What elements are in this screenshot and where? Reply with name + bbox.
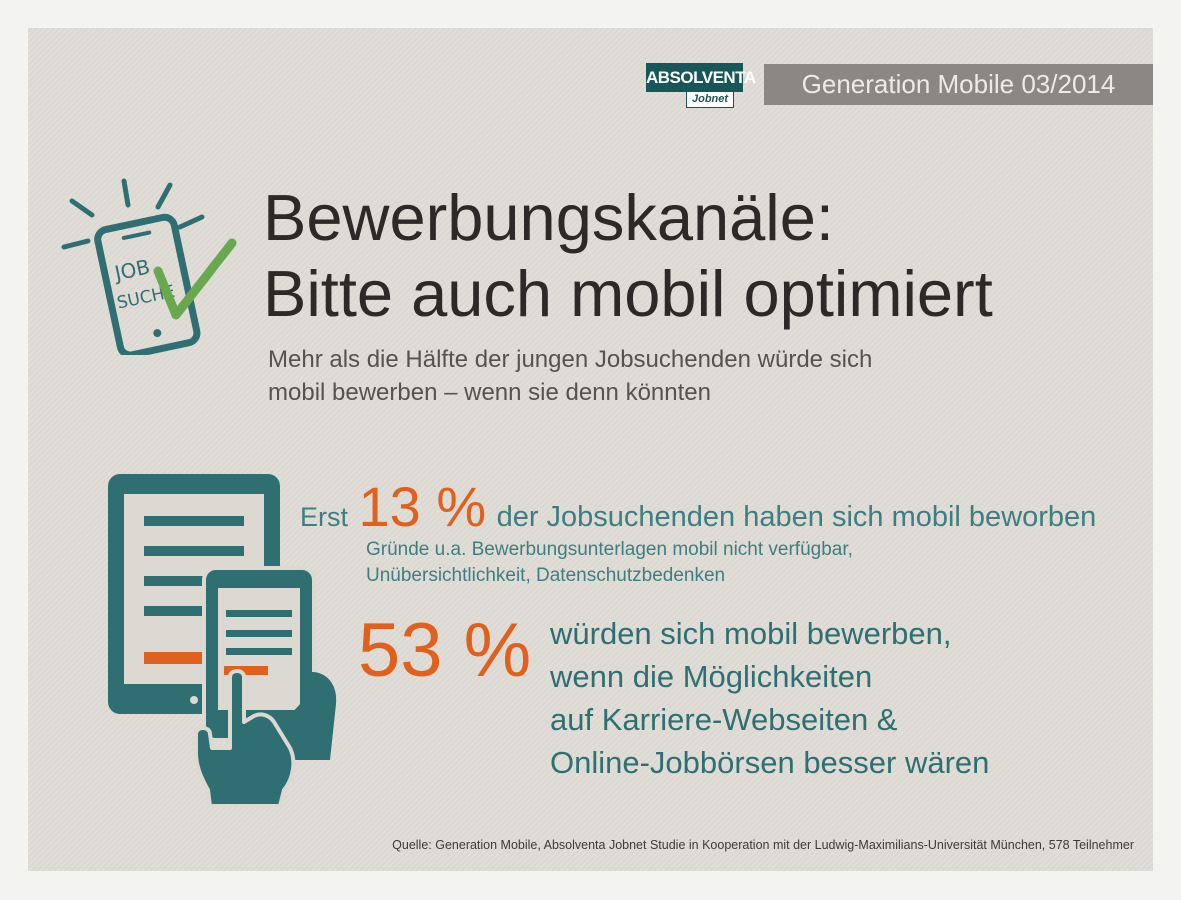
source-note: Quelle: Generation Mobile, Absolventa Jo… bbox=[392, 838, 1134, 852]
edition-badge: Generation Mobile 03/2014 bbox=[764, 64, 1153, 105]
job-text: JOB bbox=[111, 254, 153, 285]
tablet-hand-icon bbox=[108, 474, 337, 807]
logo-sub: Jobnet bbox=[686, 91, 735, 108]
stat-13-text: der Jobsuchenden haben sich mobil beworb… bbox=[496, 501, 1097, 533]
stat-53-value: 53 % bbox=[358, 608, 532, 693]
stat-53-text: würden sich mobil bewerben, wenn die Mög… bbox=[550, 612, 1110, 784]
subtitle: Mehr als die Hälfte der jungen Jobsuchen… bbox=[268, 343, 1028, 409]
title-line-1: Bewerbungskanäle: bbox=[263, 181, 834, 254]
page-title: Bewerbungskanäle: Bitte auch mobil optim… bbox=[263, 180, 1143, 332]
logo-brand: ABSOLVENTA bbox=[646, 63, 756, 92]
stat-53-line-4: Online-Jobbörsen besser wären bbox=[550, 745, 990, 780]
check-icon bbox=[153, 238, 237, 320]
job-search-phone-icon: JOB SUCHE bbox=[61, 178, 237, 355]
subtitle-line-2: mobil bewerben – wenn sie denn könnten bbox=[268, 379, 711, 406]
stat-13-value: 13 % bbox=[358, 475, 487, 538]
stat-13-prefix: Erst bbox=[300, 502, 349, 532]
reasons-line-2: Unübersichtlichkeit, Datenschutzbedenken bbox=[366, 565, 726, 586]
stat-13-reasons: Gründe u.a. Bewerbungsunterlagen mobil n… bbox=[366, 537, 1066, 589]
stat-53-line-1: würden sich mobil bewerben, bbox=[550, 616, 952, 651]
title-line-2: Bitte auch mobil optimiert bbox=[263, 257, 993, 330]
stat-53-line-2: wenn die Möglichkeiten bbox=[550, 659, 873, 694]
reasons-line-1: Gründe u.a. Bewerbungsunterlagen mobil n… bbox=[366, 539, 853, 560]
subtitle-line-1: Mehr als die Hälfte der jungen Jobsuchen… bbox=[268, 346, 873, 373]
stat-13-line: Erst 13 % der Jobsuchenden haben sich mo… bbox=[300, 474, 1096, 539]
absolventa-logo: ABSOLVENTA Jobnet bbox=[646, 63, 756, 108]
stat-53-line-3: auf Karriere-Webseiten & bbox=[550, 702, 898, 737]
